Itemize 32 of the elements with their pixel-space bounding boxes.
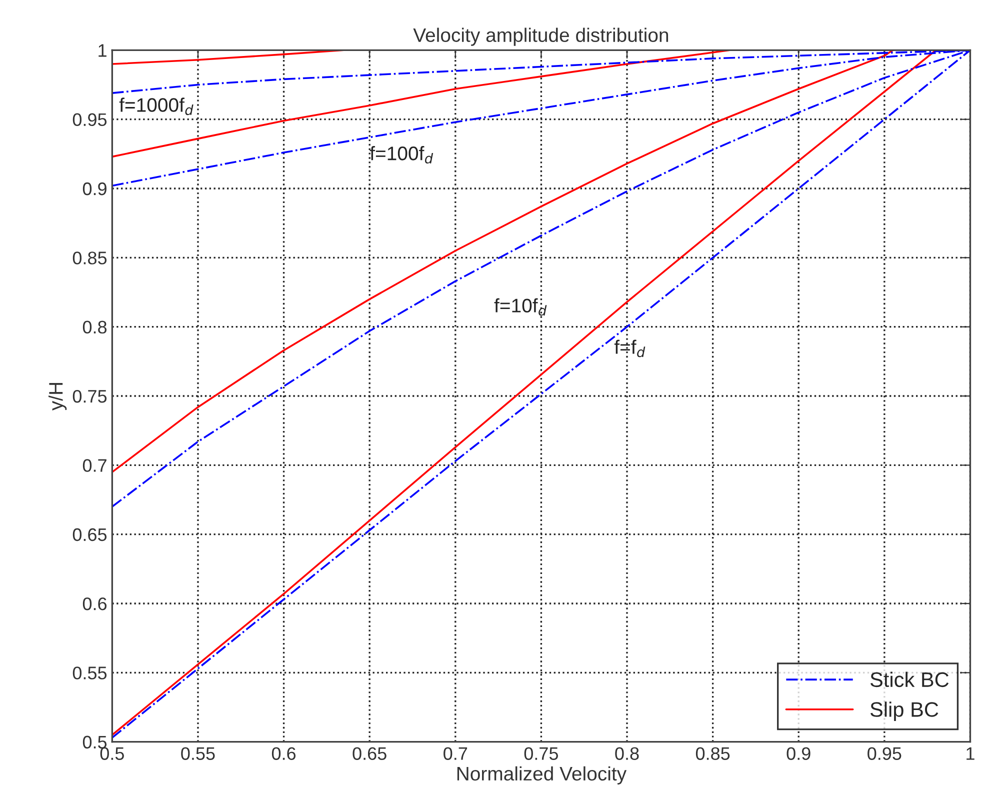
x-tick-label: 0.95: [868, 747, 902, 760]
x-tick-label: 0.75: [524, 747, 558, 760]
legend-label: Stick BC: [870, 672, 949, 688]
y-tick-label: 0.75: [72, 390, 107, 403]
x-tick-label: 0.9: [786, 747, 810, 760]
y-tick-label: 0.9: [82, 182, 106, 196]
y-tick-label: 0.6: [82, 597, 107, 610]
x-tick-label: 0.7: [444, 747, 468, 760]
y-tick-label: 0.95: [72, 113, 107, 126]
annotation: f=1000f$_{d}$: [119, 98, 194, 116]
x-tick-label: 0.85: [696, 747, 730, 760]
y-tick-label: 0.85: [72, 252, 107, 264]
y-tick-label: 1: [98, 44, 106, 57]
x-axis-title: Normalized Velocity: [457, 766, 627, 784]
x-tick-label: 0.55: [181, 747, 215, 760]
y-tick-label: 0.65: [72, 528, 107, 542]
y-axis-title: y/H: [48, 383, 67, 411]
y-tick-label: 0.8: [82, 320, 107, 334]
y-tick-label: 0.7: [82, 459, 106, 472]
annotation: f=100f$_{d}$: [370, 146, 434, 164]
x-tick-label: 0.6: [272, 747, 296, 760]
y-tick-label: 0.55: [72, 666, 107, 680]
x-tick-label: 0.65: [352, 747, 386, 760]
x-tick-label: 0.5: [100, 747, 124, 760]
annotation: f=10f$_{d}$: [494, 298, 547, 316]
x-tick-label: 0.8: [615, 747, 639, 760]
annotation: f=f$_{d}$: [614, 340, 646, 358]
y-tick-label: 0.5: [82, 736, 107, 749]
legend-label: Slip BC: [870, 702, 938, 722]
chart-title: Velocity amplitude distribution: [413, 28, 668, 46]
line-series: [112, 50, 894, 473]
x-tick-label: 1: [966, 747, 974, 760]
